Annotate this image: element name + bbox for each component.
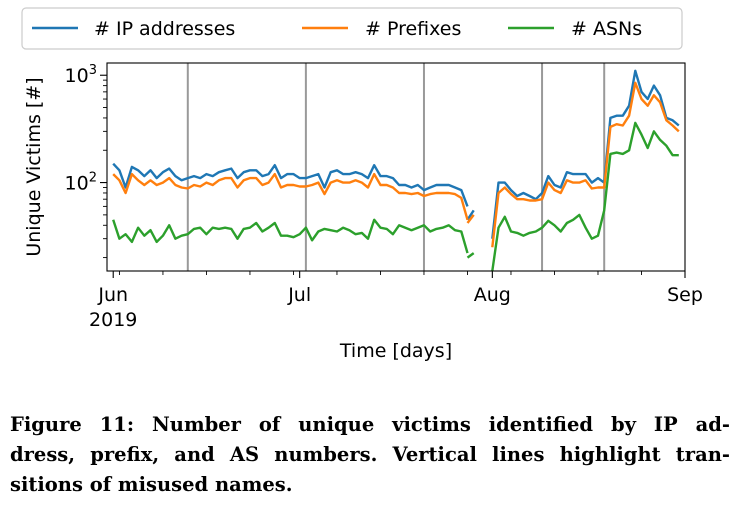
- legend-label-asns: # ASNs: [571, 18, 642, 40]
- series-line: [112, 162, 469, 207]
- x-axis-label: Time [days]: [339, 340, 452, 362]
- plot-area: [106, 62, 686, 272]
- x-axis: Jun 2019 Jul Aug Sep: [89, 271, 703, 331]
- series-line: [112, 218, 469, 254]
- vertical-lines: [186, 63, 606, 271]
- y-axis: 102 103: [65, 63, 107, 259]
- series-lines: [112, 69, 680, 272]
- y-tick-label: 103: [65, 63, 97, 87]
- y-tick-label: 102: [65, 171, 97, 195]
- series-line: [466, 252, 475, 259]
- series-line: [491, 121, 679, 272]
- legend-frame: [21, 7, 683, 50]
- caption-line: dress, prefix, and AS numbers. Vertical …: [10, 443, 730, 466]
- caption-line: sitions of misused names.: [10, 473, 293, 496]
- x-tick-label: Aug: [474, 284, 511, 306]
- x-tick-label: Sep: [667, 284, 703, 306]
- plot-frame: [106, 62, 686, 272]
- figure-caption: Figure 11: Number of unique victims iden…: [10, 410, 730, 500]
- series-line: [112, 172, 469, 221]
- y-axis-label: Unique Victims [#]: [23, 77, 45, 256]
- chart: # IP addresses # Prefixes # ASNs 102103 …: [21, 7, 703, 362]
- legend-label-ip: # IP addresses: [94, 18, 235, 40]
- x-tick-label-year: 2019: [89, 309, 137, 331]
- series-line: [466, 209, 475, 221]
- series-line: [491, 69, 680, 239]
- legend-label-prefixes: # Prefixes: [365, 18, 461, 40]
- caption-line: Figure 11: Number of unique victims iden…: [10, 413, 730, 436]
- series-line: [466, 214, 475, 224]
- legend: # IP addresses # Prefixes # ASNs: [21, 7, 683, 50]
- x-tick-label: Jul: [287, 284, 311, 306]
- series-line: [491, 81, 680, 248]
- x-tick-label: Jun: [97, 284, 128, 306]
